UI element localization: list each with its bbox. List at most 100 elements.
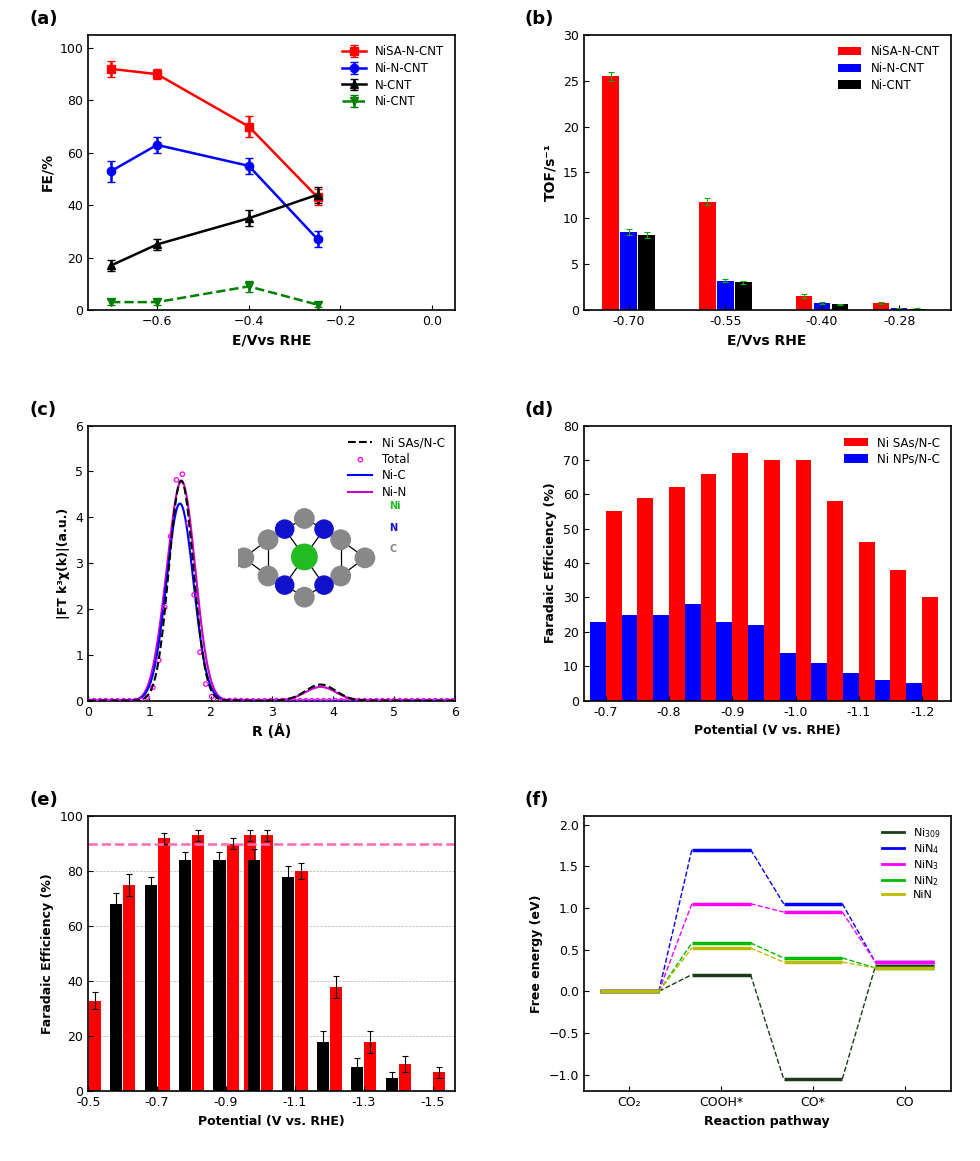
Ni-N (302, 684, 314, 698)
Ni SAs/N-C (442, 693, 454, 707)
X-axis label: R (Å): R (Å) (252, 724, 291, 740)
Total (427, 691, 443, 709)
Total (310, 691, 325, 709)
Ni SAs/N-C (82, 693, 94, 707)
Y-axis label: |FT k³χ(k)|(a.u.): |FT k³χ(k)|(a.u.) (57, 507, 70, 619)
Bar (716, 621, 732, 700)
Line: Ni-C: Ni-C (88, 504, 455, 701)
NiN$_4$ (594, 985, 606, 998)
Total (386, 691, 402, 709)
Bar (699, 202, 715, 310)
Bar (735, 282, 752, 310)
Ni SAs/N-C (251, 694, 263, 708)
Total (445, 691, 461, 709)
Total (116, 691, 131, 709)
X-axis label: E/Vvs RHE: E/Vvs RHE (232, 333, 312, 347)
Line: Ni-N: Ni-N (88, 481, 455, 701)
Ni SAs/N-C (302, 683, 314, 697)
Total (180, 514, 196, 533)
Bar (843, 673, 858, 700)
Total (304, 692, 319, 711)
Bar (179, 860, 191, 1091)
X-axis label: Reaction pathway: Reaction pathway (705, 1115, 830, 1127)
Total (163, 527, 178, 546)
Bar (144, 885, 157, 1091)
NiN (653, 985, 664, 998)
Ni-C (82, 693, 94, 707)
Bar (638, 235, 655, 310)
X-axis label: E/Vvs RHE: E/Vvs RHE (727, 333, 807, 347)
Total (363, 691, 378, 709)
Ni SAs/N-C (384, 694, 396, 708)
Total (204, 687, 220, 706)
Bar (813, 303, 830, 310)
Y-axis label: Faradaic Efficiency (%): Faradaic Efficiency (%) (41, 873, 54, 1034)
Total (421, 691, 437, 709)
Ni-N (258, 694, 270, 708)
Y-axis label: FE/%: FE/% (40, 153, 54, 192)
Bar (637, 498, 654, 700)
Bar (317, 1041, 329, 1091)
Bar (248, 860, 260, 1091)
Bar (906, 684, 922, 700)
Bar (226, 844, 238, 1091)
Total (368, 691, 384, 709)
Bar (261, 836, 273, 1091)
Bar (685, 605, 701, 700)
Total (239, 692, 255, 711)
Total (374, 691, 390, 709)
Total (127, 691, 143, 709)
Bar (811, 663, 827, 700)
Total (410, 691, 425, 709)
Bar (244, 836, 256, 1091)
Bar (158, 838, 170, 1091)
NiN$_4$ (653, 985, 664, 998)
Bar (330, 987, 342, 1091)
Bar (922, 598, 938, 700)
Ni-N (175, 474, 187, 488)
Ni-N (260, 694, 271, 708)
Bar (748, 625, 764, 700)
Y-axis label: Free energy (eV): Free energy (eV) (530, 894, 543, 1014)
Ni-C (261, 693, 272, 707)
Legend: NiSA-N-CNT, Ni-N-CNT, N-CNT, Ni-CNT: NiSA-N-CNT, Ni-N-CNT, N-CNT, Ni-CNT (337, 41, 449, 113)
Total (298, 692, 314, 711)
Total (221, 691, 237, 709)
Total (433, 691, 449, 709)
Total (280, 691, 296, 709)
NiN$_3$ (653, 985, 664, 998)
Ni-N (384, 693, 396, 707)
Legend: Ni SAs/N-C, Ni NPs/N-C: Ni SAs/N-C, Ni NPs/N-C (839, 432, 945, 470)
Total (210, 691, 225, 709)
Ni-C (302, 693, 314, 707)
Legend: Ni$_{309}$, NiN$_4$, NiN$_3$, NiN$_2$, NiN: Ni$_{309}$, NiN$_4$, NiN$_3$, NiN$_2$, N… (877, 822, 945, 904)
Bar (796, 296, 812, 310)
Ni$_{309}$ (594, 985, 606, 998)
Bar (110, 904, 122, 1091)
Total (357, 691, 372, 709)
Bar (891, 570, 907, 700)
Bar (701, 474, 716, 700)
Total (157, 598, 172, 616)
Total (192, 643, 208, 662)
Total (351, 691, 367, 709)
Total (321, 691, 337, 709)
Ni SAs/N-C (261, 694, 272, 708)
Text: (f): (f) (525, 791, 549, 809)
Bar (282, 877, 294, 1091)
Total (186, 585, 202, 604)
Bar (89, 1001, 101, 1091)
NiN$_2$ (594, 985, 606, 998)
Total (80, 691, 96, 709)
Total (151, 651, 167, 670)
Text: (e): (e) (29, 791, 58, 809)
Bar (620, 232, 637, 310)
Total (245, 692, 261, 711)
Bar (386, 1077, 398, 1091)
Total (227, 691, 243, 709)
Ni-C (442, 693, 454, 707)
Total (233, 691, 249, 709)
Text: (c): (c) (29, 401, 57, 418)
Ni SAs/N-C (282, 692, 294, 706)
Bar (365, 1041, 376, 1091)
